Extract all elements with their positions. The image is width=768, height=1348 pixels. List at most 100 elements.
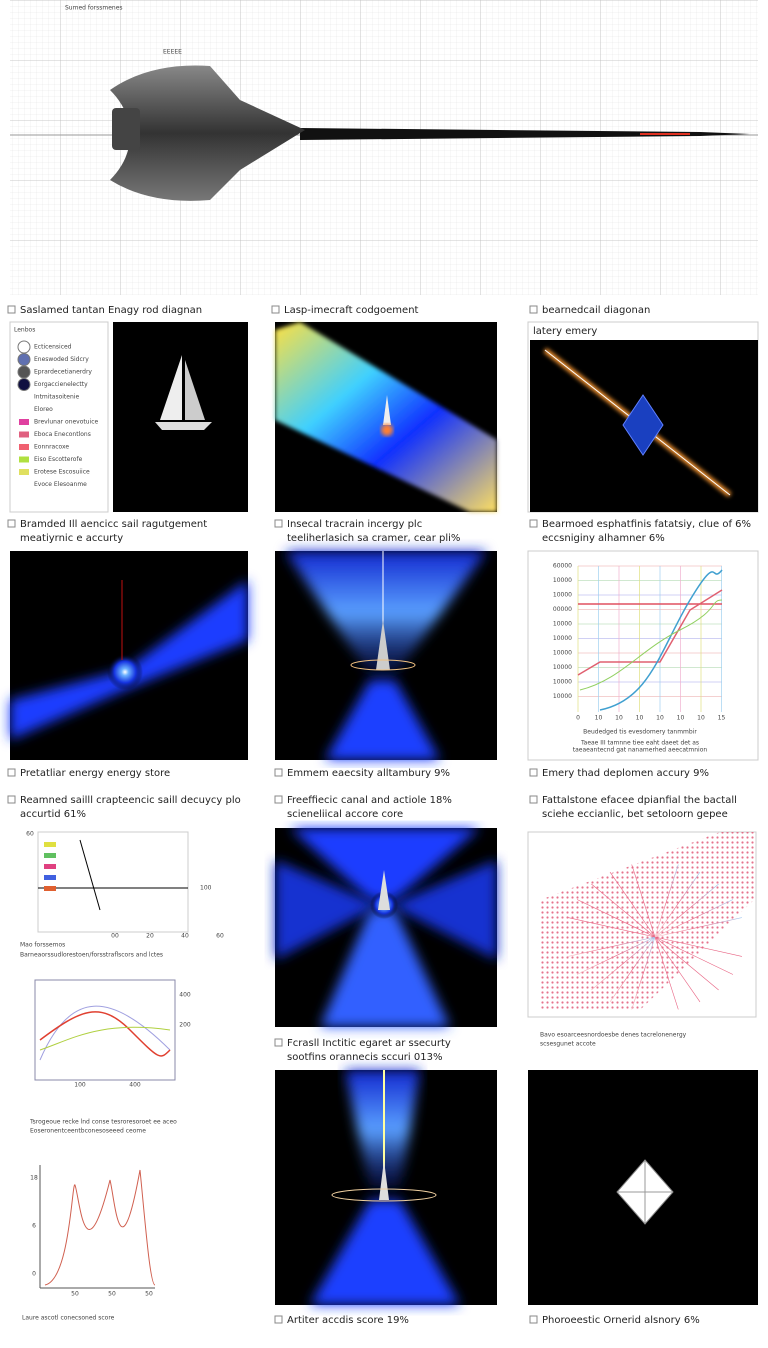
legend-swatch xyxy=(19,431,29,438)
y-tick-label: 00000 xyxy=(553,606,572,613)
y-tick-label: 10000 xyxy=(553,679,572,686)
legend-swatch xyxy=(17,340,31,354)
legend-swatch xyxy=(19,456,29,463)
caption: teeliherlasich sa cramer, cear pli% xyxy=(287,533,460,544)
legend-item: Eneswoded Sidcry xyxy=(34,356,89,363)
fan-line xyxy=(576,899,656,938)
plot-area xyxy=(37,831,189,933)
curve xyxy=(579,599,723,691)
beam xyxy=(275,860,380,960)
fan-line xyxy=(631,936,656,1010)
line-chart: 60000 10000 10000 00000 10000 10000 10000 10000… xyxy=(553,563,726,754)
tick-label: 60 xyxy=(216,933,224,940)
y-tick-label: 10000 xyxy=(553,592,572,599)
x-tick-label: 0 xyxy=(576,715,580,722)
checkbox xyxy=(7,519,16,528)
caption: Fcrasll Inctitic egaret ar ssecurty xyxy=(287,1038,451,1049)
legend-item: Brevlunar onevotuice xyxy=(34,419,99,426)
checkbox xyxy=(529,1315,538,1324)
fan-line xyxy=(568,917,656,938)
legend-swatch xyxy=(19,419,29,425)
legend-item: Eiso Escotterofe xyxy=(34,456,83,463)
diamond xyxy=(622,394,664,456)
caption: Phoroeestic Ornerid alsnory 6% xyxy=(542,1315,700,1326)
beam xyxy=(320,910,450,1027)
beam xyxy=(285,551,487,675)
caption: Artiter accdis score 19% xyxy=(287,1315,409,1326)
panel-label: latery emery xyxy=(533,326,597,337)
fan-line xyxy=(631,864,656,938)
legend-swatch xyxy=(17,365,31,379)
y-tick-label: 10000 xyxy=(553,664,572,671)
banner-label: Sumed forssmenes xyxy=(65,5,123,12)
flame xyxy=(381,424,393,436)
caption: scieneliical accore core xyxy=(287,809,403,820)
fan-line xyxy=(654,899,734,938)
checkbox xyxy=(529,795,538,804)
caption: Pretatliar energy energy store xyxy=(20,768,170,779)
chart-note: Barneaorssudlorestoen/forsstraflscors an… xyxy=(20,952,163,959)
caption: Insecal tracrain incergy plc xyxy=(287,519,422,530)
curve xyxy=(44,1169,156,1286)
caption: sciehe eccianlic, bet setoloorn gepee xyxy=(542,809,728,820)
plot-area xyxy=(34,979,176,1081)
beam xyxy=(290,828,480,900)
tick-label: 200 xyxy=(179,1022,191,1029)
fan-line xyxy=(654,936,719,991)
checkbox xyxy=(274,1315,283,1324)
scatter-cloud xyxy=(540,832,754,1010)
legend-item: Eonnracoxe xyxy=(34,444,69,451)
y-tick-label: 10000 xyxy=(553,693,572,700)
caption: Lasp-imecraft codgoement xyxy=(284,305,419,316)
caption: bearnedcail diagonan xyxy=(542,305,650,316)
tick-label: 50 xyxy=(108,1291,116,1298)
fan-line xyxy=(654,936,734,975)
tick-label: 50 xyxy=(145,1291,153,1298)
axis-title: Beudedged tis evesdomery tanmmbir xyxy=(583,729,697,736)
legend-item: Eboca Enecontlons xyxy=(34,431,91,438)
tick-label: 400 xyxy=(179,992,191,999)
legend-swatch xyxy=(17,378,31,391)
checkbox xyxy=(274,1038,283,1047)
caption: Emmem eaecsity alltambury 9% xyxy=(287,768,450,779)
small-chart: 400 200 100 400 Tsrogeoue recke lnd conse te… xyxy=(29,979,191,1135)
legend-title: Lenbos xyxy=(14,327,35,334)
ship-tag: EEEEE xyxy=(163,49,182,56)
fan-line xyxy=(654,871,701,938)
caption: Fattalstone efacee dpianfial the bactall xyxy=(542,795,737,806)
curve xyxy=(599,569,723,711)
curve xyxy=(79,839,101,911)
y-tick-label: 10000 xyxy=(553,577,572,584)
fan-line xyxy=(609,871,656,938)
hull xyxy=(155,422,212,430)
y-tick-label: 10000 xyxy=(553,621,572,628)
swatch xyxy=(44,886,56,891)
tick-label: 40 xyxy=(181,933,189,940)
sail xyxy=(185,360,205,420)
beam xyxy=(310,1200,460,1305)
x-tick-label: 15 xyxy=(718,715,726,722)
tick-label: 400 xyxy=(129,1082,141,1089)
fan-line xyxy=(654,883,719,938)
checkbox xyxy=(274,519,283,528)
rocket xyxy=(379,1160,389,1200)
fan-line xyxy=(654,936,701,1003)
caption: Bramded Ill aencicc sail ragutgement xyxy=(20,519,207,530)
legend-item: Eprardecetianerdry xyxy=(34,369,92,376)
legend-item: Eorgaccienelectty xyxy=(34,381,88,388)
tick-label: 100 xyxy=(74,1082,86,1089)
fan-line xyxy=(654,917,742,938)
chart-note: Eoseronentceentbconesoseeed ceome xyxy=(30,1128,146,1135)
caption: Freeffiecic canal and actiole 18% xyxy=(287,795,452,806)
small-chart: 60 00 20 40 60 100 Mao forssemos Barneaorssudlo… xyxy=(20,831,224,959)
swatch xyxy=(44,853,56,858)
caption: Saslamed tantan Enagy rod diagnan xyxy=(20,305,202,316)
chart-note: Taeae III tamnne tiee eaht daeet det as xyxy=(580,740,699,747)
rocket xyxy=(378,870,390,910)
trail xyxy=(300,128,750,140)
fan-line xyxy=(576,936,656,975)
caption: Bearmoed esphatfinis fatatsiy, clue of 6… xyxy=(542,519,751,530)
curve xyxy=(39,1011,171,1057)
x-tick-label: 10 xyxy=(636,715,644,722)
